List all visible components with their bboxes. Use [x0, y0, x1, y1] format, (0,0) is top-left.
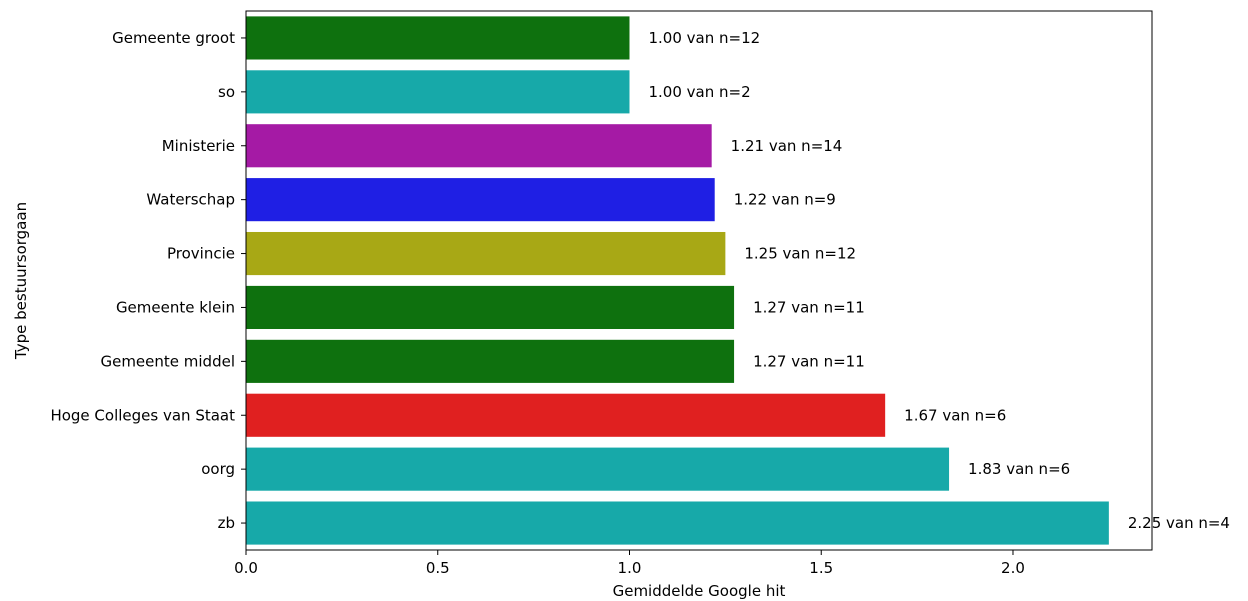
data-label: 2.25 van n=4 [1128, 514, 1230, 532]
y-tick-label: Gemeente klein [116, 298, 235, 316]
y-tick-label: Gemeente middel [100, 352, 235, 370]
data-label: 1.00 van n=2 [648, 83, 750, 101]
bar [246, 393, 886, 437]
bar [246, 501, 1109, 545]
y-axis-ticks: Gemeente groot so Ministerie Waterschap Prov… [50, 29, 246, 532]
bar [246, 231, 726, 276]
y-tick-label: Gemeente groot [112, 29, 235, 47]
plot-frame [245, 10, 1153, 551]
data-label: 1.67 van n=6 [904, 406, 1006, 424]
x-tick-label: 0.5 [426, 559, 450, 577]
data-labels-group: 1.00 van n=12 1.00 van n=2 1.21 van n=14 1.… [648, 29, 1230, 532]
x-tick-label: 1.5 [809, 559, 833, 577]
y-tick-label: zb [218, 514, 235, 532]
x-tick-label: 2.0 [1001, 559, 1025, 577]
bar [246, 16, 630, 60]
bar [246, 178, 715, 222]
data-label: 1.21 van n=14 [731, 137, 843, 155]
data-label: 1.27 van n=11 [753, 352, 865, 370]
y-tick-label: Hoge Colleges van Staat [50, 406, 235, 424]
x-tick-label: 0.0 [234, 559, 258, 577]
y-tick-label: oorg [201, 460, 235, 478]
y-tick-label: so [218, 83, 235, 101]
y-tick-label: Waterschap [146, 191, 235, 209]
data-label: 1.83 van n=6 [968, 460, 1070, 478]
y-tick-label: Provincie [167, 245, 235, 263]
bar [246, 70, 630, 114]
bar [246, 339, 735, 383]
data-label: 1.00 van n=12 [648, 29, 760, 47]
bar [246, 447, 950, 491]
bars-group [246, 16, 1109, 545]
x-axis-ticks: 0.0 0.5 1.0 1.5 2.0 [234, 550, 1025, 577]
y-axis-title: Type bestuursorgaan [12, 202, 30, 360]
bar [246, 285, 735, 330]
x-axis-title: Gemiddelde Google hit [613, 582, 786, 600]
data-label: 1.22 van n=9 [734, 191, 836, 209]
data-label: 1.25 van n=12 [744, 245, 856, 263]
bar [246, 124, 712, 168]
data-label: 1.27 van n=11 [753, 298, 865, 316]
y-tick-label: Ministerie [162, 137, 235, 155]
x-tick-label: 1.0 [618, 559, 642, 577]
